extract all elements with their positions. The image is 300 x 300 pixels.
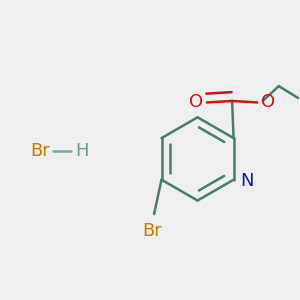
Text: O: O [261, 93, 275, 111]
Text: N: N [240, 172, 253, 190]
Text: O: O [189, 93, 203, 111]
Text: Br: Br [31, 142, 50, 160]
Text: H: H [75, 142, 88, 160]
Text: Br: Br [143, 222, 163, 240]
